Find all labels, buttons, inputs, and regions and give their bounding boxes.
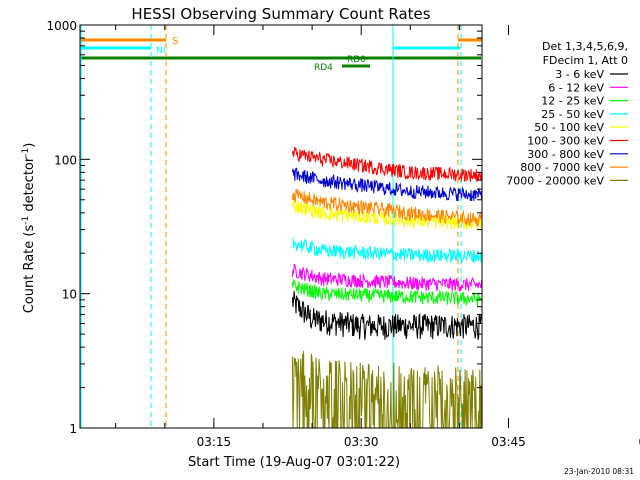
series-line-6 bbox=[291, 146, 482, 183]
series-line-5 bbox=[291, 200, 482, 231]
legend-label-3: 12 - 25 keV bbox=[541, 95, 604, 108]
x-tick-label: 03:30 bbox=[344, 435, 379, 449]
legend-label-2: 6 - 12 keV bbox=[548, 81, 604, 94]
series-line-8 bbox=[291, 188, 482, 227]
legend-label-9: 7000 - 20000 keV bbox=[506, 174, 604, 187]
series-line-2 bbox=[291, 263, 482, 292]
x-axis-label: Start Time (19-Aug-07 03:01:22) bbox=[188, 455, 400, 470]
x-tick-label: 03:45 bbox=[491, 435, 526, 449]
night-flag-label: NI bbox=[156, 46, 165, 56]
legend-label-1: 3 - 6 keV bbox=[555, 68, 604, 81]
series-line-1 bbox=[291, 291, 482, 340]
chart-title: HESSI Observing Summary Count Rates bbox=[131, 5, 430, 23]
y-tick-label: 100 bbox=[54, 153, 77, 167]
plot-frame bbox=[79, 24, 483, 429]
legend-label-4: 25 - 50 keV bbox=[541, 108, 604, 121]
y-tick-label: 10 bbox=[62, 288, 77, 302]
series-line-7 bbox=[291, 167, 482, 202]
series-line-9 bbox=[291, 350, 482, 428]
saa-flag-label: S bbox=[172, 36, 178, 47]
legend: Det 1,3,4,5,6,9, FDecim 1, Att 0 3 - 6 k… bbox=[506, 40, 628, 187]
x-tick-label: 03:15 bbox=[197, 435, 232, 449]
series-layer bbox=[291, 146, 482, 428]
y-axis-label: Count Rate (s-1 detector-1) bbox=[21, 143, 37, 314]
rd4-flag-label: RD4 bbox=[314, 63, 333, 73]
svg-text:Count Rate (s-1 detector-1): Count Rate (s-1 detector-1) bbox=[21, 143, 37, 314]
rd0-flag-label: RD0 bbox=[347, 55, 366, 65]
render-timestamp: 23-Jan-2010 08:31 bbox=[564, 467, 634, 476]
legend-label-7: 300 - 800 keV bbox=[527, 148, 604, 161]
legend-label-8: 800 - 7000 keV bbox=[520, 161, 604, 174]
x-tick-label: 04:00 bbox=[639, 435, 640, 449]
series-line-3 bbox=[291, 279, 482, 307]
y-tick-label: 1 bbox=[69, 422, 77, 436]
legend-header-2: FDecim 1, Att 0 bbox=[543, 54, 628, 67]
y-tick-label: 1000 bbox=[46, 19, 77, 33]
legend-label-6: 100 - 300 keV bbox=[527, 135, 604, 148]
series-line-4 bbox=[292, 237, 482, 264]
legend-header-1: Det 1,3,4,5,6,9, bbox=[542, 40, 628, 53]
legend-label-5: 50 - 100 keV bbox=[534, 121, 604, 134]
observing-flags: S NI RD0 RD4 bbox=[80, 25, 482, 428]
